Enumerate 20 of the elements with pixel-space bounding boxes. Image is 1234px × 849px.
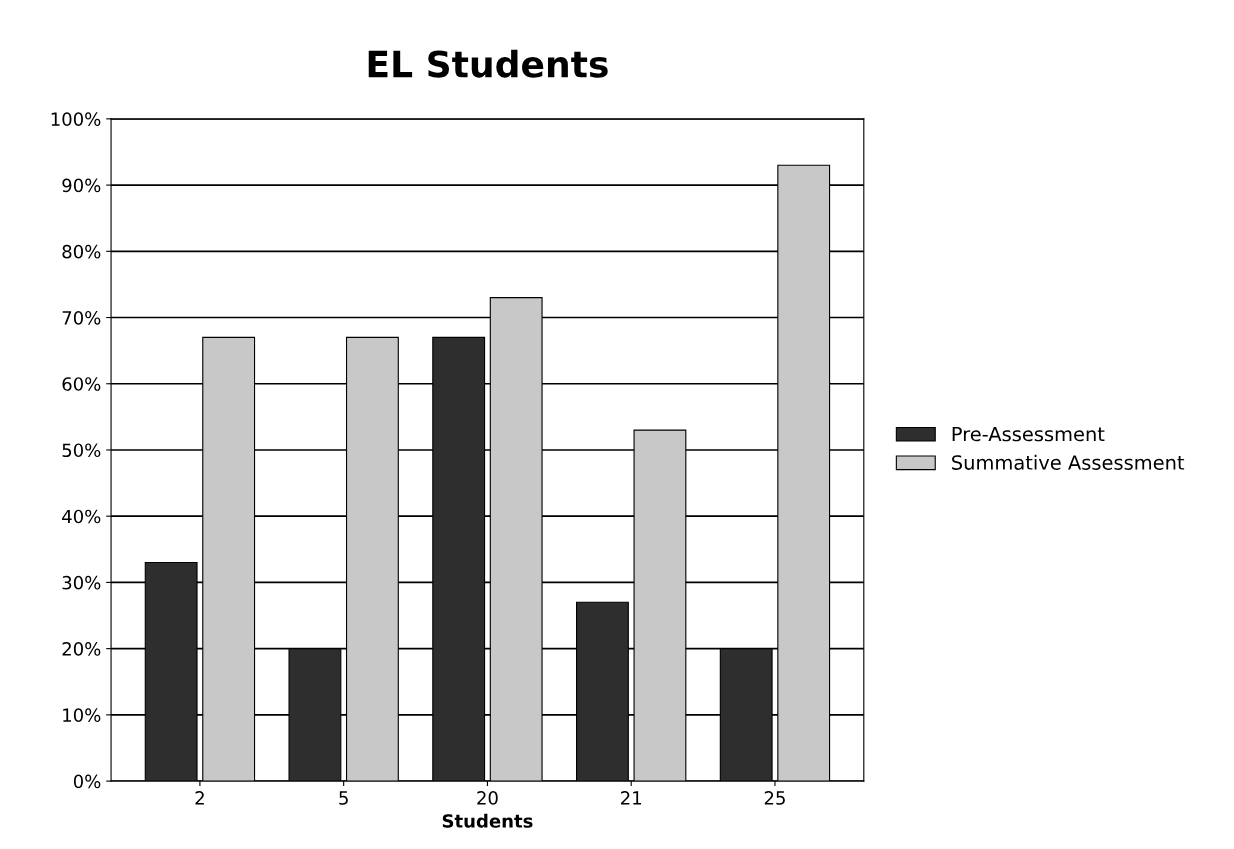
legend-label: Summative Assessment — [952, 454, 1185, 470]
x-axis-title: Students — [442, 813, 533, 828]
chart-title: EL Students — [368, 49, 608, 78]
y-tick-label: 80% — [62, 244, 101, 259]
x-tick-label: 5 — [339, 791, 348, 805]
y-tick-label: 10% — [63, 708, 101, 722]
y-tick-label: 20% — [62, 642, 101, 656]
x-tick-label: 2 — [195, 791, 204, 805]
legend-label: Pre-Assessment — [952, 426, 1105, 442]
y-tick-label: 0% — [73, 774, 101, 789]
y-tick-label: 60% — [62, 377, 101, 391]
y-tick-label: 50% — [62, 443, 101, 458]
x-tick-label: 25 — [764, 791, 785, 805]
y-tick-label: 30% — [62, 575, 101, 590]
x-tick-label: 21 — [621, 791, 642, 805]
y-tick-label: 90% — [62, 178, 101, 193]
x-tick-label: 20 — [477, 791, 498, 805]
y-tick-label: 40% — [62, 509, 101, 524]
y-tick-label: 100% — [51, 112, 101, 126]
y-tick-label: 70% — [62, 310, 101, 325]
